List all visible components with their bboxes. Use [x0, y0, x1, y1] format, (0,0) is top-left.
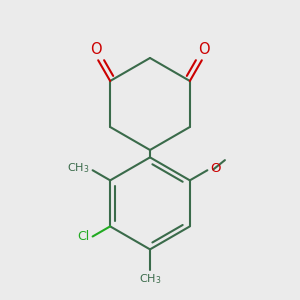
Text: O: O — [198, 42, 209, 57]
Text: O: O — [91, 42, 102, 57]
Text: Cl: Cl — [77, 230, 90, 243]
Text: O: O — [210, 161, 221, 175]
Text: CH$_3$: CH$_3$ — [139, 273, 161, 286]
Text: CH$_3$: CH$_3$ — [67, 161, 90, 175]
